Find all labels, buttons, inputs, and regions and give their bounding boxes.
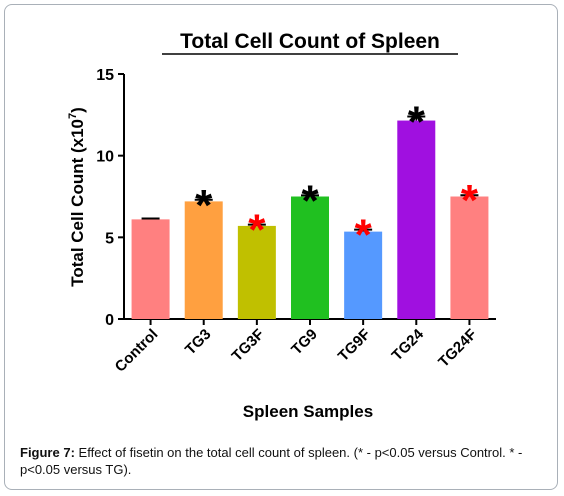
x-tick-label: TG24 — [389, 325, 428, 364]
y-axis-label-text: Total Cell Count (x10 — [68, 119, 87, 287]
x-tick-label: TG9F — [335, 326, 374, 365]
y-axis-label-close: ) — [68, 107, 87, 113]
significance-star: * — [248, 206, 266, 255]
significance-star: * — [408, 97, 426, 146]
y-axis-label: Total Cell Count (x107) — [67, 107, 87, 287]
y-tick-label: 5 — [105, 230, 114, 247]
bar-tg9f — [344, 231, 383, 319]
significance-star: * — [301, 176, 319, 225]
significance-star: * — [195, 181, 213, 230]
x-tick-label: TG3 — [182, 326, 215, 359]
y-axis-label-sup: 7 — [67, 113, 79, 119]
y-tick-label: 0 — [105, 312, 114, 329]
caption-label: Figure 7: — [20, 445, 75, 460]
caption-text: Effect of fisetin on the total cell coun… — [20, 445, 523, 477]
chart-title: Total Cell Count of Spleen — [180, 30, 440, 53]
bar-chart: Total Cell Count of Spleen Total Cell Co… — [67, 30, 496, 421]
x-tick-label: TG3F — [229, 326, 268, 365]
bar-tg9 — [291, 196, 329, 319]
y-tick-label: 15 — [96, 67, 114, 84]
figure-caption: Figure 7: Effect of fisetin on the total… — [20, 444, 550, 478]
significance-star: * — [355, 211, 373, 260]
y-tick-label: 10 — [96, 149, 114, 166]
bar-tg3f — [237, 225, 276, 319]
x-axis-label: Spleen Samples — [243, 402, 373, 421]
plot-area: 0 5 10 15 Control TG3 * TG3F * TG9 * TG9F * TG24 * TG24… — [96, 67, 496, 376]
bar-tg3 — [184, 201, 223, 319]
x-tick-label: TG24F — [435, 326, 480, 371]
bar-control — [131, 219, 170, 319]
significance-star: * — [461, 176, 479, 225]
bar-tg24 — [397, 120, 436, 319]
x-tick-label: TG9 — [288, 326, 321, 359]
x-tick-label: Control — [112, 326, 162, 376]
bar-tg24f — [450, 196, 489, 319]
